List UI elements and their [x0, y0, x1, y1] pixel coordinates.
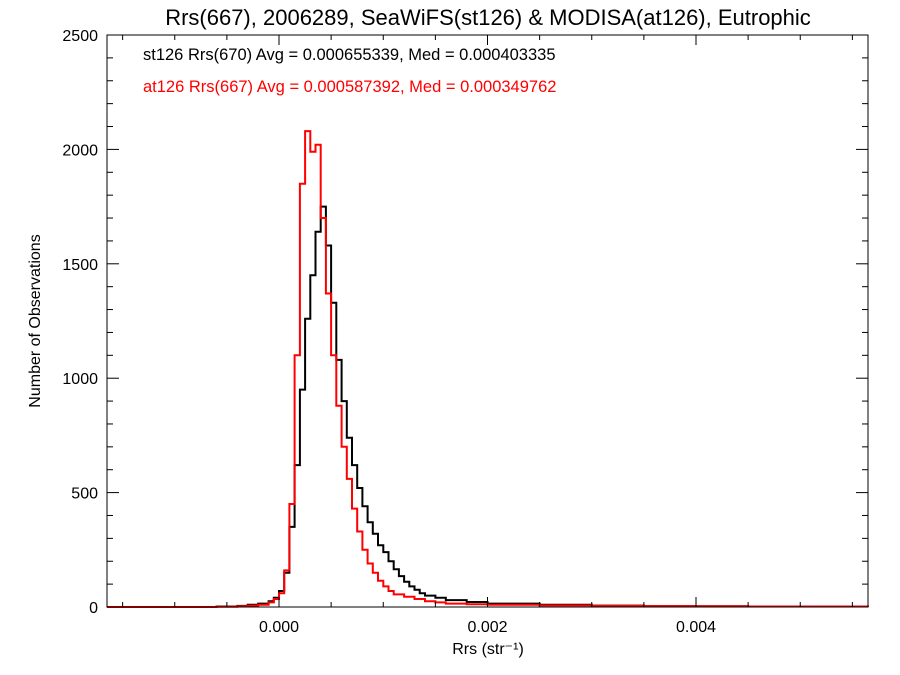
legend-entry-st126: st126 Rrs(670) Avg = 0.000655339, Med = … — [143, 46, 556, 64]
plot-frame — [106, 34, 869, 608]
x-tick-label: 0.000 — [259, 619, 299, 636]
y-axis-label: Number of Observations — [27, 234, 44, 407]
y-tick-label: 2500 — [62, 28, 98, 45]
y-tick-label: 0 — [89, 600, 98, 617]
x-axis-label: Rrs (str⁻¹) — [452, 641, 524, 658]
x-tick-label: 0.002 — [467, 619, 507, 636]
y-tick-label: 1500 — [62, 257, 98, 274]
y-tick-label: 2000 — [62, 142, 98, 159]
series-line-1 — [107, 130, 869, 608]
y-tick-label: 500 — [71, 486, 98, 503]
y-tick-label: 1000 — [62, 371, 98, 388]
plot-area: 0.000 0.002 0.004 0 500 1000 1500 2000 2500 — [62, 28, 869, 636]
chart-title: Rrs(667), 2006289, SeaWiFS(st126) & MODI… — [165, 5, 811, 30]
x-tick-label: 0.004 — [676, 619, 716, 636]
series-line-0 — [107, 205, 869, 608]
legend-entry-at126: at126 Rrs(667) Avg = 0.000587392, Med = … — [143, 78, 556, 96]
